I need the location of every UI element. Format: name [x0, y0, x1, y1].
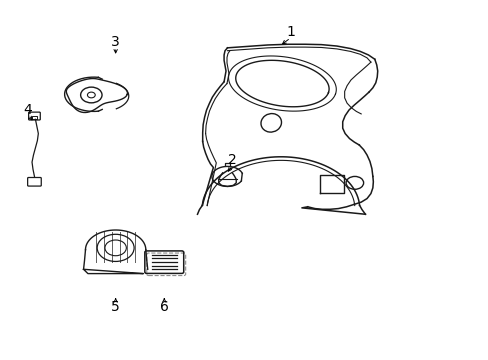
- Text: 1: 1: [285, 25, 295, 39]
- Text: 3: 3: [111, 36, 120, 49]
- Text: 2: 2: [227, 153, 236, 167]
- Text: 5: 5: [111, 300, 120, 314]
- Text: 4: 4: [24, 103, 32, 117]
- Text: 6: 6: [160, 300, 168, 314]
